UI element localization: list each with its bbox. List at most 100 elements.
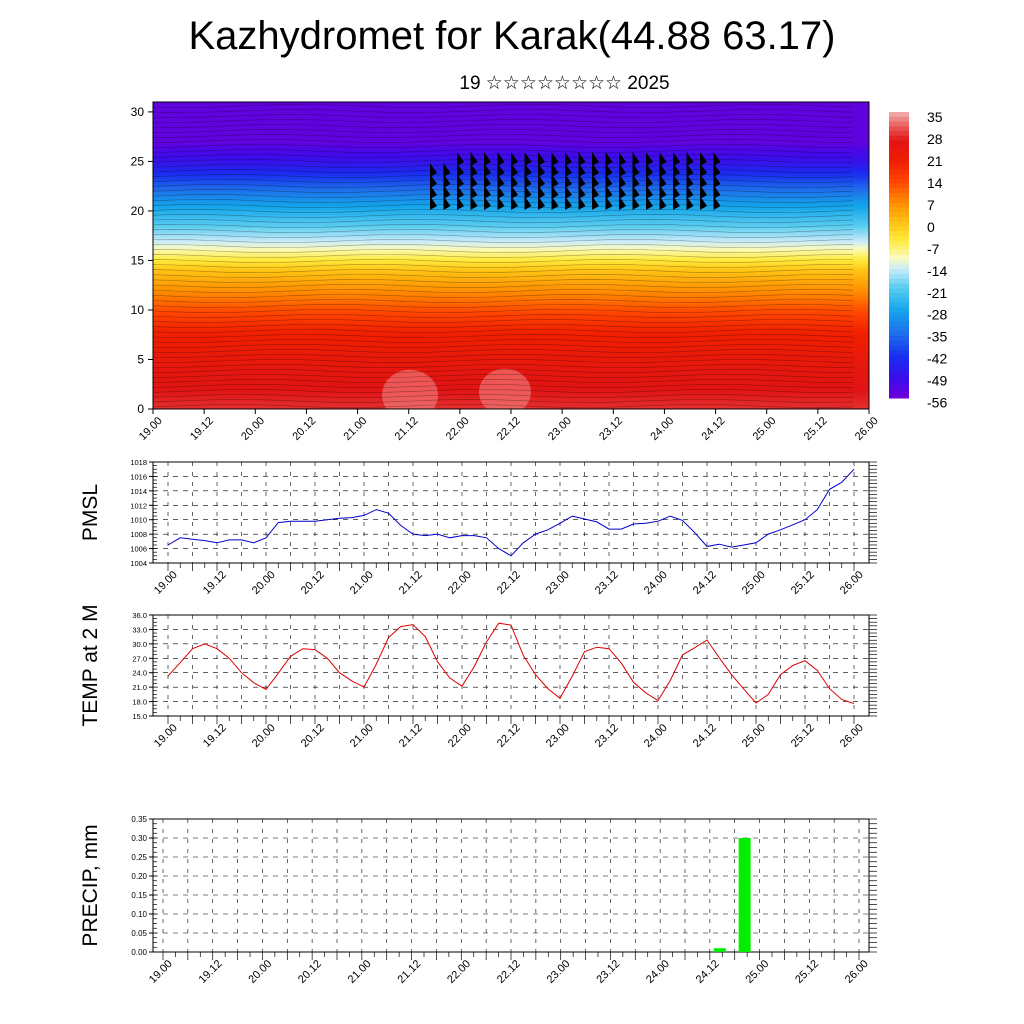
- colorbar-label: -14: [927, 263, 947, 279]
- streamline: [153, 189, 854, 193]
- colorbar-label: 7: [927, 197, 935, 213]
- colorbar-cell: [889, 188, 909, 194]
- x-tick-label: 21.12: [395, 958, 423, 986]
- colorbar-cell: [889, 359, 909, 366]
- wind-barb: [713, 163, 721, 177]
- streamline: [153, 309, 854, 313]
- temperature-band: [153, 222, 869, 226]
- y-tick-label: 1004: [130, 559, 147, 568]
- pmsl-line: [167, 468, 855, 557]
- streamline: [153, 374, 854, 378]
- x-tick-label: 21.12: [397, 569, 425, 597]
- wind-barb: [659, 174, 667, 188]
- y-tick-label: 0.05: [131, 929, 147, 938]
- streamline: [153, 224, 854, 228]
- temperature-band: [153, 286, 869, 290]
- temperature-band: [153, 298, 869, 303]
- colorbar-cell: [889, 226, 909, 232]
- wind-barb: [646, 152, 653, 166]
- wind-barb: [578, 196, 586, 210]
- wind-barb: [686, 196, 694, 210]
- temperature-band: [153, 122, 869, 126]
- colorbar-cell: [889, 145, 909, 151]
- streamline: [153, 334, 854, 338]
- x-tick-label: 21.00: [348, 569, 376, 597]
- streamline: [153, 384, 854, 388]
- temperature-band: [153, 309, 869, 313]
- wind-barb: [511, 185, 518, 199]
- wind-barb: [700, 152, 707, 166]
- y-tick-label: 1006: [130, 545, 147, 554]
- wind-barb: [457, 152, 464, 166]
- x-tick-label: 19.00: [152, 569, 180, 597]
- x-tick-label: 22.12: [495, 958, 523, 986]
- x-tick-label: 24.12: [691, 569, 719, 597]
- streamline: [153, 354, 854, 358]
- colorbar-cell: [889, 383, 909, 389]
- temperature-band: [153, 268, 869, 272]
- streamline: [153, 114, 854, 118]
- streamline: [153, 109, 854, 113]
- wind-barb: [686, 163, 694, 177]
- colorbar-cell: [889, 135, 909, 142]
- wind-barb: [538, 174, 545, 188]
- x-tick-label: 25.00: [740, 569, 768, 597]
- wind-barb: [659, 163, 667, 177]
- wind-barb: [524, 163, 532, 177]
- streamline: [153, 169, 854, 173]
- wind-barb: [511, 152, 518, 166]
- x-tick-label: 23.00: [544, 569, 572, 597]
- streamline: [153, 264, 854, 268]
- colorbar-label: -42: [927, 351, 947, 367]
- wind-barb: [659, 185, 667, 199]
- x-tick-label: 20.12: [299, 569, 327, 597]
- y-tick-label: 1010: [130, 516, 147, 525]
- wind-barb: [565, 152, 572, 166]
- temperature-band: [153, 137, 869, 141]
- x-tick-label: 19.12: [201, 722, 229, 750]
- streamline: [153, 159, 854, 163]
- x-tick-label: 19.12: [201, 569, 229, 597]
- colorbar-cell: [889, 259, 909, 266]
- colorbar-cell: [889, 393, 909, 399]
- wind-barb: [605, 185, 613, 199]
- colorbar-cell: [889, 278, 909, 285]
- colorbar-label: -28: [927, 307, 947, 323]
- colorbar-cell: [889, 340, 909, 347]
- wind-barb: [673, 163, 680, 177]
- streamline: [153, 179, 854, 183]
- temperature-band: [153, 301, 869, 305]
- wind-barb: [443, 163, 451, 177]
- wind-barb: [578, 163, 586, 177]
- colorbar-cell: [889, 150, 909, 156]
- colorbar-cell: [889, 336, 909, 342]
- y-tick-label: 0: [137, 402, 144, 416]
- wind-barb: [484, 174, 491, 188]
- temperature-band: [153, 140, 869, 144]
- streamline: [153, 129, 854, 133]
- wind-barb: [592, 196, 599, 210]
- x-tick-label: 22.00: [446, 569, 474, 597]
- temperature-band: [153, 109, 869, 113]
- temperature-band: [153, 337, 869, 341]
- temperature-band: [153, 245, 869, 249]
- temperature-band: [153, 102, 869, 106]
- temperature-band: [153, 119, 869, 124]
- temperature-band: [153, 252, 869, 257]
- colorbar-cell: [889, 178, 909, 184]
- x-tick-label: 22.12: [495, 415, 523, 443]
- wind-barb: [578, 174, 586, 188]
- wind-barb: [619, 174, 626, 188]
- streamline: [153, 274, 854, 278]
- wind-barb: [605, 174, 613, 188]
- colorbar-cell: [889, 250, 909, 256]
- x-tick-label: 22.00: [444, 415, 472, 443]
- temperature-band: [153, 350, 869, 354]
- streamline: [153, 239, 854, 243]
- streamline: [153, 174, 854, 178]
- streamline: [153, 344, 854, 348]
- wind-barb: [430, 196, 437, 210]
- colorbar-label: 35: [927, 109, 943, 125]
- wind-barb: [551, 152, 559, 166]
